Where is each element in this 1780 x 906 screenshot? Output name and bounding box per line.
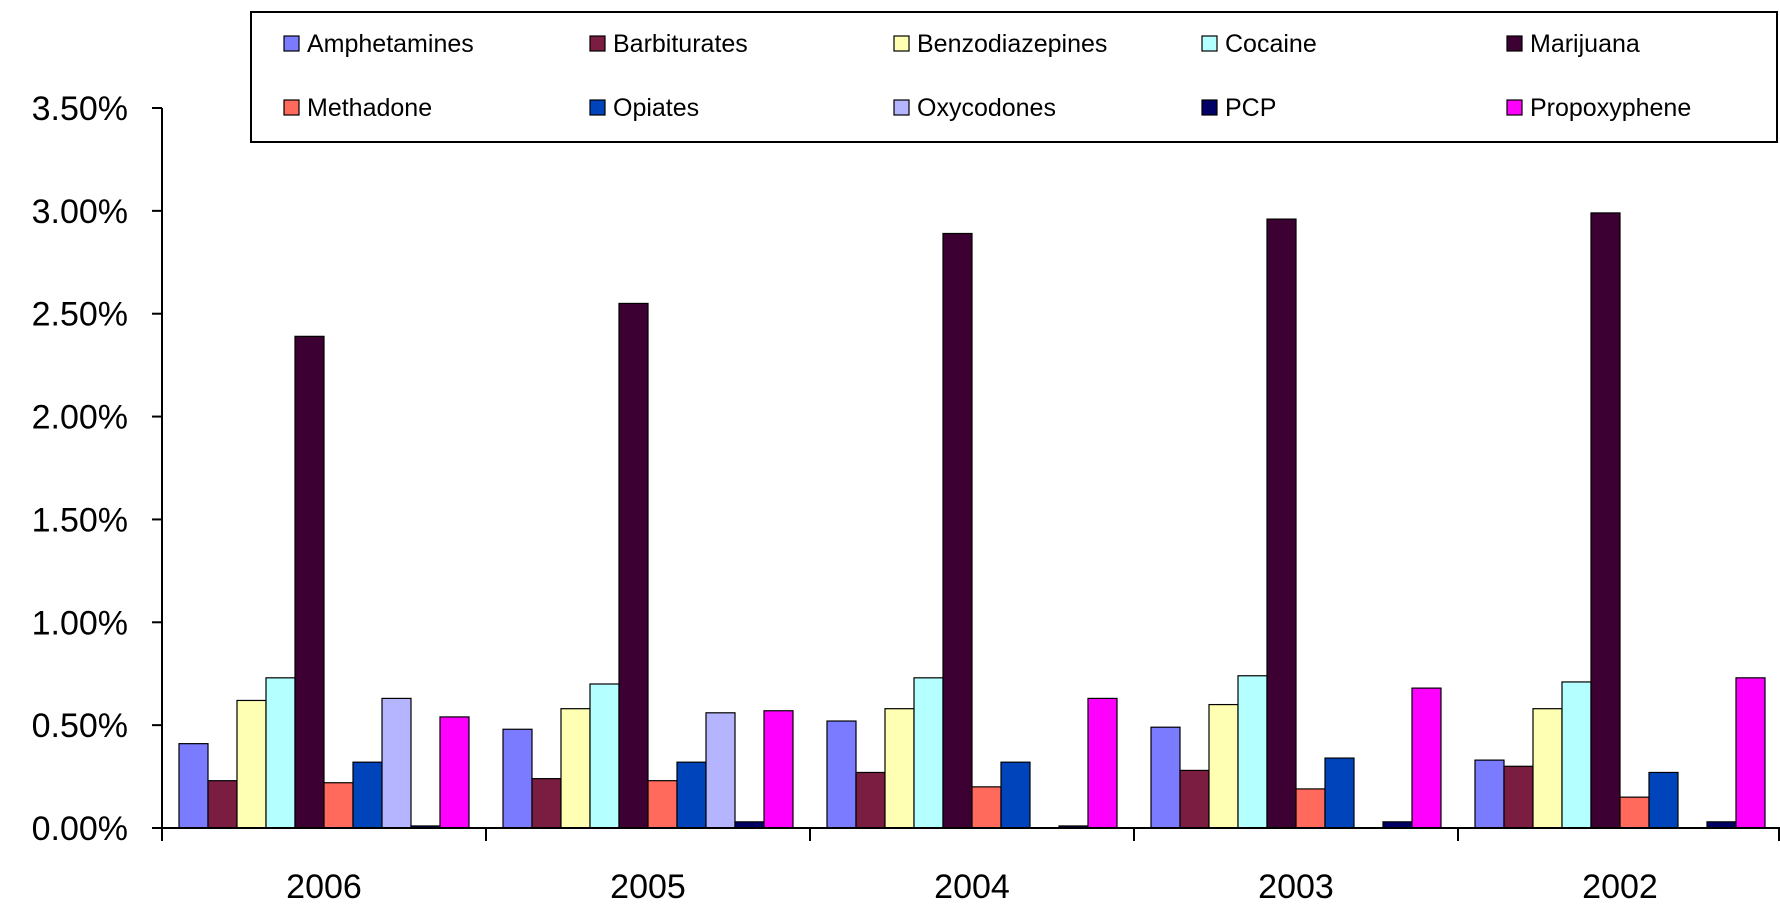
axes-layer: 0.00% 0.50% 1.00% 1.50% 2.00% 2.50% 3.00% 3.50%…	[32, 90, 1780, 906]
legend-label-pcp: PCP	[1225, 94, 1276, 122]
bar-marijuana-2004	[942, 232, 973, 829]
legend-swatch-pcp	[1201, 99, 1218, 116]
y-tick-label: 1.50%	[32, 501, 128, 539]
legend-label-propoxyphene: Propoxyphene	[1530, 94, 1691, 122]
legend-swatch-marijuana	[1506, 35, 1523, 52]
bar-opiates-2006	[352, 761, 383, 829]
y-tick-label: 2.00%	[32, 399, 128, 437]
bar-benzodiazepines-2002	[1532, 708, 1563, 829]
x-tick-label: 2002	[1582, 868, 1658, 906]
bar-methadone-2006	[323, 782, 354, 829]
bar-barbiturates-2004	[855, 771, 886, 829]
bar-barbiturates-2005	[531, 778, 562, 829]
bar-propoxyphene-2004	[1087, 697, 1118, 829]
x-tick-label: 2003	[1258, 868, 1334, 906]
bar-opiates-2005	[676, 761, 707, 829]
bar-oxycodones-2006	[381, 697, 412, 829]
bar-opiates-2003	[1324, 757, 1355, 829]
bar-oxycodones-2005	[705, 712, 736, 829]
legend-swatch-amphetamines	[283, 35, 300, 52]
bar-marijuana-2002	[1590, 212, 1621, 829]
bar-cocaine-2003	[1237, 675, 1268, 829]
legend-label-barbiturates: Barbiturates	[613, 30, 748, 58]
bar-cocaine-2006	[265, 677, 296, 829]
bar-benzodiazepines-2003	[1208, 703, 1239, 829]
bar-amphetamines-2006	[178, 743, 209, 829]
bar-benzodiazepines-2005	[560, 708, 591, 829]
legend-swatch-barbiturates	[589, 35, 606, 52]
legend-box	[250, 11, 1778, 143]
legend-swatch-benzodiazepines	[893, 35, 910, 52]
bar-barbiturates-2002	[1503, 765, 1534, 829]
bar-methadone-2002	[1619, 796, 1650, 829]
bar-barbiturates-2003	[1179, 769, 1210, 829]
bar-benzodiazepines-2004	[884, 708, 915, 829]
y-tick-label: 0.00%	[32, 810, 128, 848]
legend-swatch-propoxyphene	[1506, 99, 1523, 116]
legend-swatch-methadone	[283, 99, 300, 116]
x-tick-label: 2006	[286, 868, 362, 906]
bar-marijuana-2003	[1266, 218, 1297, 829]
legend-label-cocaine: Cocaine	[1225, 30, 1317, 58]
y-tick-label: 3.50%	[32, 90, 128, 128]
bars-layer	[178, 212, 1766, 829]
legend-swatch-cocaine	[1201, 35, 1218, 52]
legend-swatch-opiates	[589, 99, 606, 116]
legend-label-benzodiazepines: Benzodiazepines	[917, 30, 1107, 58]
x-tick-label: 2004	[934, 868, 1010, 906]
bar-barbiturates-2006	[207, 780, 238, 829]
y-tick-label: 3.00%	[32, 193, 128, 231]
bar-methadone-2003	[1295, 788, 1326, 829]
bar-propoxyphene-2003	[1411, 687, 1442, 829]
bar-amphetamines-2002	[1474, 759, 1505, 829]
bar-cocaine-2002	[1561, 681, 1592, 829]
legend-label-amphetamines: Amphetamines	[307, 30, 474, 58]
bar-amphetamines-2004	[826, 720, 857, 829]
legend-label-opiates: Opiates	[613, 94, 699, 122]
bar-propoxyphene-2006	[439, 716, 470, 829]
bar-opiates-2004	[1000, 761, 1031, 829]
legend: Amphetamines Barbiturates Benzodiazepines C…	[250, 11, 1778, 143]
bar-cocaine-2004	[913, 677, 944, 829]
x-tick-label: 2005	[610, 868, 686, 906]
legend-swatch-oxycodones	[893, 99, 910, 116]
bar-methadone-2004	[971, 786, 1002, 829]
legend-label-marijuana: Marijuana	[1530, 30, 1640, 58]
y-tick-label: 0.50%	[32, 707, 128, 745]
bar-benzodiazepines-2006	[236, 699, 267, 829]
legend-label-oxycodones: Oxycodones	[917, 94, 1056, 122]
bar-marijuana-2006	[294, 335, 325, 829]
bar-marijuana-2005	[618, 302, 649, 829]
legend-label-methadone: Methadone	[307, 94, 432, 122]
y-tick-label: 2.50%	[32, 296, 128, 334]
bar-cocaine-2005	[589, 683, 620, 829]
bar-opiates-2002	[1648, 771, 1679, 829]
bar-methadone-2005	[647, 780, 678, 829]
bar-propoxyphene-2005	[763, 710, 794, 829]
bar-amphetamines-2005	[502, 728, 533, 829]
y-tick-label: 1.00%	[32, 604, 128, 642]
bar-propoxyphene-2002	[1735, 677, 1766, 829]
bar-amphetamines-2003	[1150, 726, 1181, 829]
